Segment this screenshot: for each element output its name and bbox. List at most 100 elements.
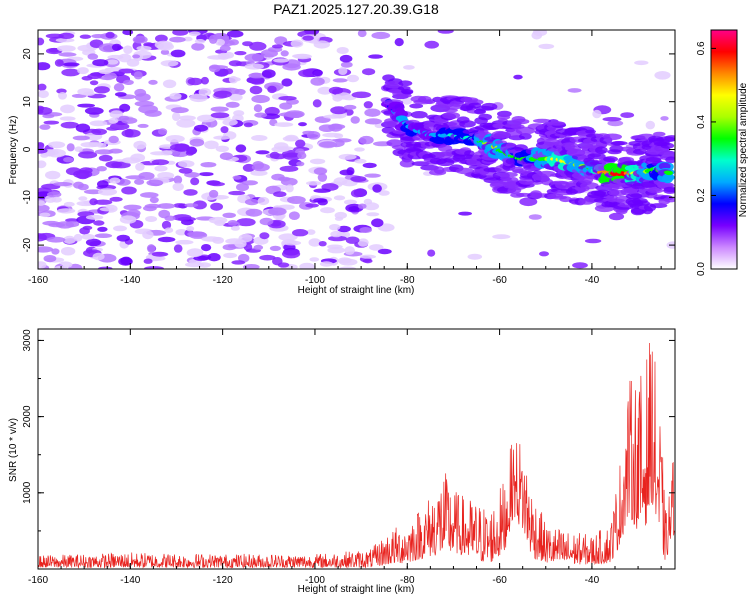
heatmap-noise-cell	[199, 172, 214, 177]
colorbar-tick-label: 0.4	[696, 115, 707, 129]
heatmap-signal-track	[380, 74, 675, 216]
heatmap-noise-cell	[288, 211, 300, 220]
heatmap-noise-cell	[359, 135, 374, 145]
heatmap-noise-cell	[222, 212, 236, 218]
heatmap-noise-cell	[57, 208, 76, 214]
heatmap-noise-cell	[45, 170, 61, 180]
heatmap-noise-cell	[97, 188, 118, 196]
heatmap-signal-cell	[512, 118, 530, 125]
heatmap-noise-cell	[340, 61, 353, 68]
heatmap-signal-cell	[653, 131, 666, 137]
heatmap-noise-cell	[213, 90, 232, 99]
heatmap-noise-cell	[65, 167, 82, 176]
heatmap-noise-cell	[306, 229, 316, 235]
heatmap-noise-cell	[236, 183, 249, 192]
heatmap-noise-cell	[92, 59, 109, 67]
heatmap-noise-cell	[279, 165, 299, 172]
heatmap-noise-cell	[364, 108, 381, 117]
heatmap-noise-cell	[176, 118, 196, 128]
heatmap-noise-cell	[317, 86, 333, 95]
heatmap-signal-cell	[580, 182, 599, 190]
heatmap-noise-cell	[145, 216, 158, 222]
heatmap-noise-cell	[198, 88, 212, 97]
heatmap-noise-cell	[299, 262, 315, 269]
heatmap-noise-cell	[513, 74, 523, 80]
snr-x-tick-label: -100	[305, 575, 325, 586]
heatmap-signal-cell	[409, 103, 424, 109]
heatmap-noise-cell	[242, 41, 254, 47]
heatmap-noise-cell	[119, 103, 131, 112]
heatmap-noise-cell	[109, 110, 124, 119]
heatmap-noise-cell	[154, 165, 168, 172]
heatmap-noise-cell	[344, 246, 355, 255]
heatmap-noise-cell	[190, 177, 200, 186]
heatmap-signal-cell	[658, 162, 671, 170]
heatmap-noise-cell	[250, 78, 265, 85]
heatmap-cells	[38, 30, 675, 269]
heatmap-noise-cell	[458, 211, 472, 216]
heatmap-noise-cell	[278, 176, 291, 182]
heatmap-signal-cell	[491, 130, 509, 139]
heatmap-noise-cell	[235, 144, 247, 153]
heatmap-signal-cell	[386, 139, 403, 147]
heatmap-noise-cell	[222, 118, 238, 126]
heatmap-signal-cell	[566, 149, 586, 156]
heatmap-noise-cell	[210, 106, 229, 112]
heatmap-signal-cell	[481, 102, 498, 111]
heatmap-noise-cell	[193, 255, 210, 261]
heatmap-noise-cell	[133, 71, 143, 80]
heatmap-noise-cell	[144, 266, 164, 269]
heatmap-noise-cell	[538, 43, 555, 50]
heatmap-noise-cell	[231, 260, 246, 265]
heatmap-noise-cell	[226, 30, 244, 38]
heatmap-noise-cell	[230, 225, 240, 231]
heatmap-noise-cell	[257, 196, 270, 206]
heatmap-x-tick-label: -140	[120, 275, 140, 286]
heatmap-signal-cell	[665, 156, 675, 164]
heatmap-noise-cell	[144, 109, 162, 117]
heatmap-noise-cell	[251, 135, 268, 141]
snr-plot: -160 -140 -120 -100 -80 -60 -40 1000 2000 3000 H…	[8, 328, 676, 595]
heatmap-noise-cell	[172, 30, 189, 36]
heatmap-noise-cell	[403, 65, 415, 70]
heatmap-noise-cell	[58, 52, 77, 57]
heatmap-noise-cell	[47, 191, 62, 198]
heatmap-signal-cell	[519, 133, 532, 140]
snr-x-tick-label: -80	[400, 575, 415, 586]
heatmap-signal-cell	[398, 80, 413, 87]
heatmap-noise-cell	[280, 50, 289, 57]
heatmap-noise-cell	[157, 172, 175, 180]
heatmap-noise-cell	[57, 45, 76, 52]
heatmap-noise-cell	[332, 94, 343, 102]
heatmap-noise-cell	[201, 244, 212, 252]
heatmap-noise-cell	[236, 218, 256, 227]
heatmap-noise-cell	[572, 262, 588, 269]
heatmap-signal-cell	[395, 110, 409, 118]
heatmap-noise-cell	[295, 139, 306, 148]
heatmap-noise-cell	[85, 214, 104, 220]
heatmap-noise-cell	[173, 203, 186, 208]
heatmap-noise-cell	[634, 60, 649, 66]
heatmap-noise-cell	[133, 140, 147, 150]
heatmap-noise-cell	[189, 138, 205, 147]
heatmap-noise-cell	[93, 86, 110, 94]
heatmap-signal-cell	[585, 129, 596, 134]
heatmap-noise-cell	[592, 109, 602, 119]
heatmap-signal-cell	[497, 114, 511, 120]
heatmap-noise-cell	[96, 142, 107, 148]
heatmap-noise-cell	[97, 180, 109, 189]
heatmap-noise-cell	[186, 248, 204, 258]
heatmap-noise-cell	[234, 51, 247, 56]
heatmap-noise-cell	[309, 158, 326, 165]
heatmap-noise-cell	[200, 76, 209, 85]
heatmap-noise-cell	[116, 234, 130, 242]
heatmap-noise-cell	[46, 236, 66, 243]
heatmap-noise-cell	[38, 90, 49, 99]
heatmap-noise-cell	[282, 249, 301, 259]
heatmap-noise-cell	[196, 114, 217, 123]
heatmap-noise-cell	[183, 189, 198, 196]
heatmap-noise-cell	[178, 115, 196, 121]
heatmap-noise-cell	[194, 124, 208, 132]
heatmap-y-tick-label: 20	[22, 48, 33, 60]
colorbar-tick-label: 0.0	[696, 262, 707, 276]
